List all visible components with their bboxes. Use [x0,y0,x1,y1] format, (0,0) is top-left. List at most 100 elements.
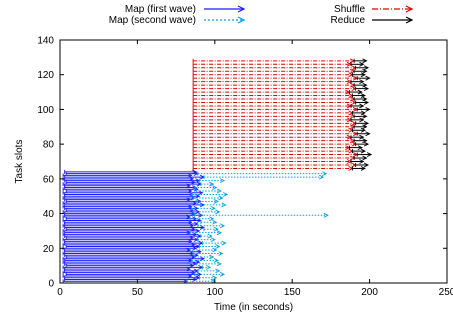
task-arrowhead [348,110,354,116]
x-axis-label: Time (in seconds) [214,302,293,313]
y-tick-label: 140 [37,36,54,47]
task-arrowhead [192,169,198,175]
task-arrowhead [365,131,371,137]
y-tick-label: 120 [37,70,54,81]
task-arrowhead [215,209,221,215]
task-arrowhead [363,65,370,71]
task-arrowhead [362,96,368,102]
series-layer [62,58,373,284]
task-arrowhead [362,58,368,64]
task-arrowhead [219,223,226,229]
x-tick-label: 200 [361,287,378,298]
task-arrowhead [365,107,371,112]
task-arrowhead [210,237,216,243]
legend-label-shuffle: Shuffle [334,4,365,15]
y-axis-label: Task slots [14,140,25,184]
y-tick-label: 0 [48,279,54,290]
task-arrowhead [363,141,370,147]
task-arrowhead [365,75,371,81]
task-arrowhead [323,212,329,218]
legend-arrow-shuffle [405,5,414,13]
task-arrowhead [210,205,216,211]
y-tick-label: 20 [43,244,55,255]
task-arrowhead [362,138,368,144]
series-1 [186,171,329,284]
task-arrowhead [212,185,218,190]
task-arrowhead [212,275,218,281]
task-arrowhead [215,244,221,249]
task-arrowhead [359,79,365,85]
task-arrowhead [357,89,363,95]
task-arrowhead [209,181,215,187]
task-arrowhead [359,117,365,123]
task-arrowhead [198,212,204,218]
task-arrowhead [363,120,370,126]
task-arrowhead [363,162,370,168]
x-tick-label: 0 [57,287,63,298]
task-arrowhead [362,124,368,130]
task-arrowhead [362,113,368,119]
legend-label-map-second: Map (second wave) [109,15,196,26]
task-arrowhead [348,93,354,98]
task-arrowhead [192,185,198,190]
task-arrowhead [218,251,224,256]
task-arrowhead [363,100,370,105]
task-arrowhead [221,202,227,208]
task-arrowhead [216,188,222,194]
task-arrowhead [359,61,365,67]
task-arrowhead [360,93,366,98]
plot-frame [59,39,448,284]
task-arrowhead [213,226,219,232]
task-arrowhead [212,219,218,225]
task-arrowhead [209,216,215,222]
task-arrowhead [360,72,366,78]
task-arrowhead [359,103,365,109]
task-arrowhead [219,271,226,277]
x-tick-label: 100 [206,287,223,298]
legend-label-reduce: Reduce [331,15,366,26]
task-arrowhead [207,233,213,239]
legend-label-map-first: Map (first wave) [125,4,196,15]
y-tick-label: 40 [43,209,55,220]
legend-arrow-reduce [405,16,414,24]
y-tick-label: 60 [43,174,55,185]
task-arrowhead [348,148,354,154]
task-arrowhead [216,230,222,236]
task-arrowhead [360,110,366,116]
task-arrowhead [360,148,366,154]
x-tick-label: 150 [284,287,301,298]
y-tick-label: 80 [43,140,55,151]
task-arrowhead [213,199,219,204]
task-arrowhead [221,240,227,246]
task-arrowhead [219,178,226,183]
task-arrowhead [362,155,368,161]
task-arrowhead [222,192,229,197]
legend: Map (first wave) Map (second wave) Shuff… [109,4,414,26]
series-2 [192,58,359,171]
task-arrowhead [366,152,373,157]
task-arrowhead [209,254,215,260]
task-arrowhead [216,261,222,267]
task-arrowhead [213,258,219,263]
task-arrowhead [322,171,328,177]
series-3 [349,58,373,171]
task-arrowhead [359,134,365,140]
task-arrowhead [318,174,325,180]
task-arrowhead [357,145,363,151]
task-arrowhead [196,249,202,255]
task-arrowhead [205,264,212,270]
x-tick-label: 250 [439,287,453,298]
task-arrowhead [218,195,224,201]
task-arrowhead [362,68,368,74]
task-arrowhead [359,159,365,164]
task-arrowhead [362,82,368,88]
task-arrowhead [215,268,221,274]
y-tick-label: 100 [37,105,54,116]
legend-arrow-map-second [237,16,246,24]
task-arrowhead [363,86,370,92]
axes-layer: 0 50 100 150 200 250 0 20 40 60 80 100 120 140 [37,36,453,299]
legend-arrow-map-first [237,5,246,13]
task-arrowhead [196,199,202,204]
series-0 [62,169,205,284]
